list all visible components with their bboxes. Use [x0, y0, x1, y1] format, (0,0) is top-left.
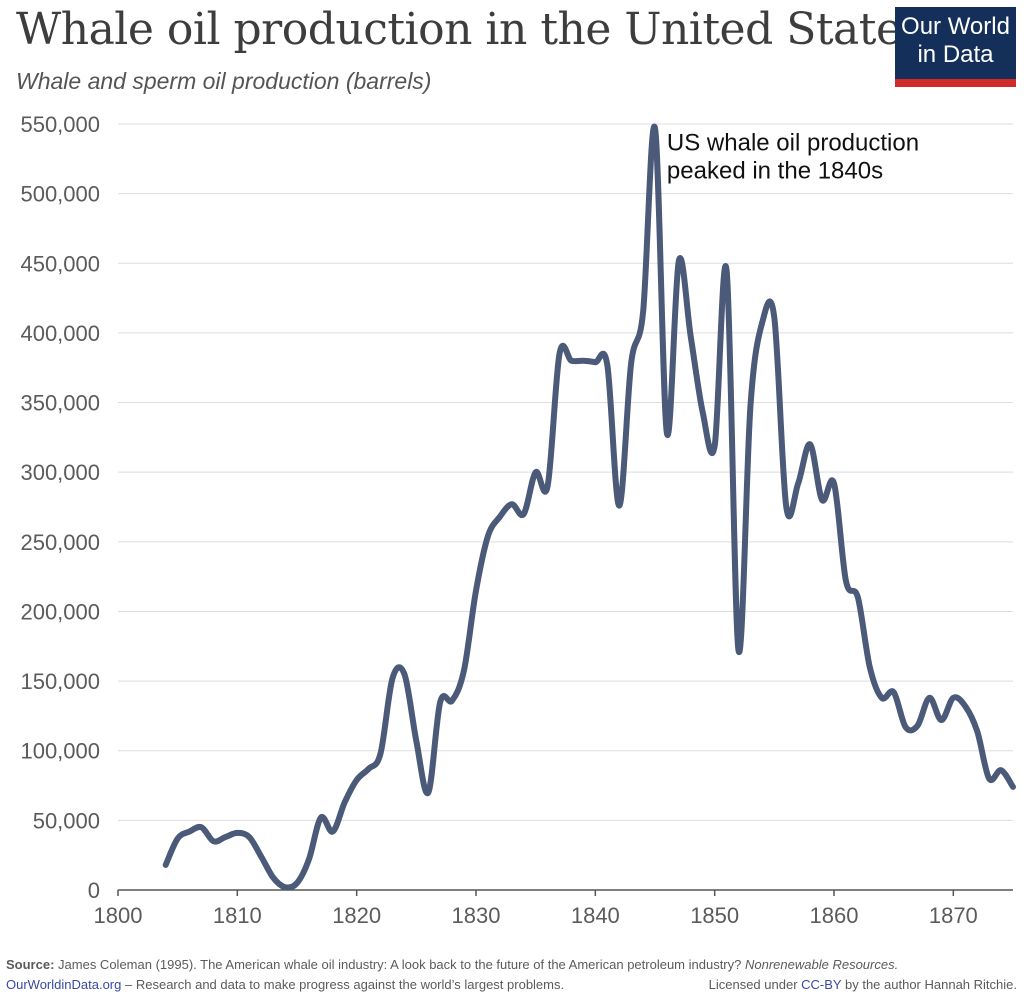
license-note: Licensed under CC-BY by the author Hanna…: [709, 977, 1017, 992]
annotation-line-2: peaked in the 1840s: [667, 157, 883, 184]
chart-title: Whale oil production in the United State…: [16, 4, 924, 55]
logo-line-1: Our World: [901, 13, 1010, 40]
y-tick-label: 400,000: [20, 321, 100, 346]
y-tick-label: 100,000: [20, 739, 100, 764]
logo-line-2: in Data: [917, 41, 994, 68]
y-tick-label: 200,000: [20, 599, 100, 624]
license-link[interactable]: CC-BY: [801, 977, 842, 992]
x-tick-label: 1840: [571, 903, 620, 928]
source-text: James Coleman (1995). The American whale…: [58, 957, 742, 972]
x-tick-label: 1870: [929, 903, 978, 928]
y-tick-label: 300,000: [20, 460, 100, 485]
annotation-line-1: US whale oil production: [667, 129, 919, 156]
x-tick-label: 1830: [452, 903, 501, 928]
source-label: Source:: [6, 957, 55, 972]
y-tick-label: 150,000: [20, 669, 100, 694]
y-tick-label: 0: [88, 878, 100, 903]
site-note: OurWorldinData.org – Research and data t…: [6, 977, 564, 992]
series-line: [162, 123, 1016, 891]
x-tick-label: 1820: [332, 903, 381, 928]
source-journal: Nonrenewable Resources.: [745, 957, 899, 972]
y-tick-label: 250,000: [20, 530, 100, 555]
y-tick-label: 500,000: [20, 182, 100, 207]
license-prefix: Licensed under: [708, 977, 798, 992]
y-tick-label: 550,000: [20, 112, 100, 137]
x-tick-label: 1860: [810, 903, 859, 928]
y-tick-label: 50,000: [33, 808, 100, 833]
y-tick-label: 450,000: [20, 251, 100, 276]
y-tick-label: 350,000: [20, 391, 100, 416]
chart-subtitle: Whale and sperm oil production (barrels): [16, 68, 432, 94]
source-note: Source: James Coleman (1995). The Americ…: [6, 957, 898, 972]
x-tick-label: 1800: [94, 903, 143, 928]
site-link[interactable]: OurWorldinData.org: [6, 977, 122, 992]
license-suffix: by the author Hannah Ritchie.: [845, 977, 1017, 992]
x-tick-label: 1850: [690, 903, 739, 928]
site-tagline: – Research and data to make progress aga…: [125, 977, 565, 992]
owid-logo[interactable]: Our World in Data: [895, 7, 1016, 87]
x-tick-label: 1810: [213, 903, 262, 928]
